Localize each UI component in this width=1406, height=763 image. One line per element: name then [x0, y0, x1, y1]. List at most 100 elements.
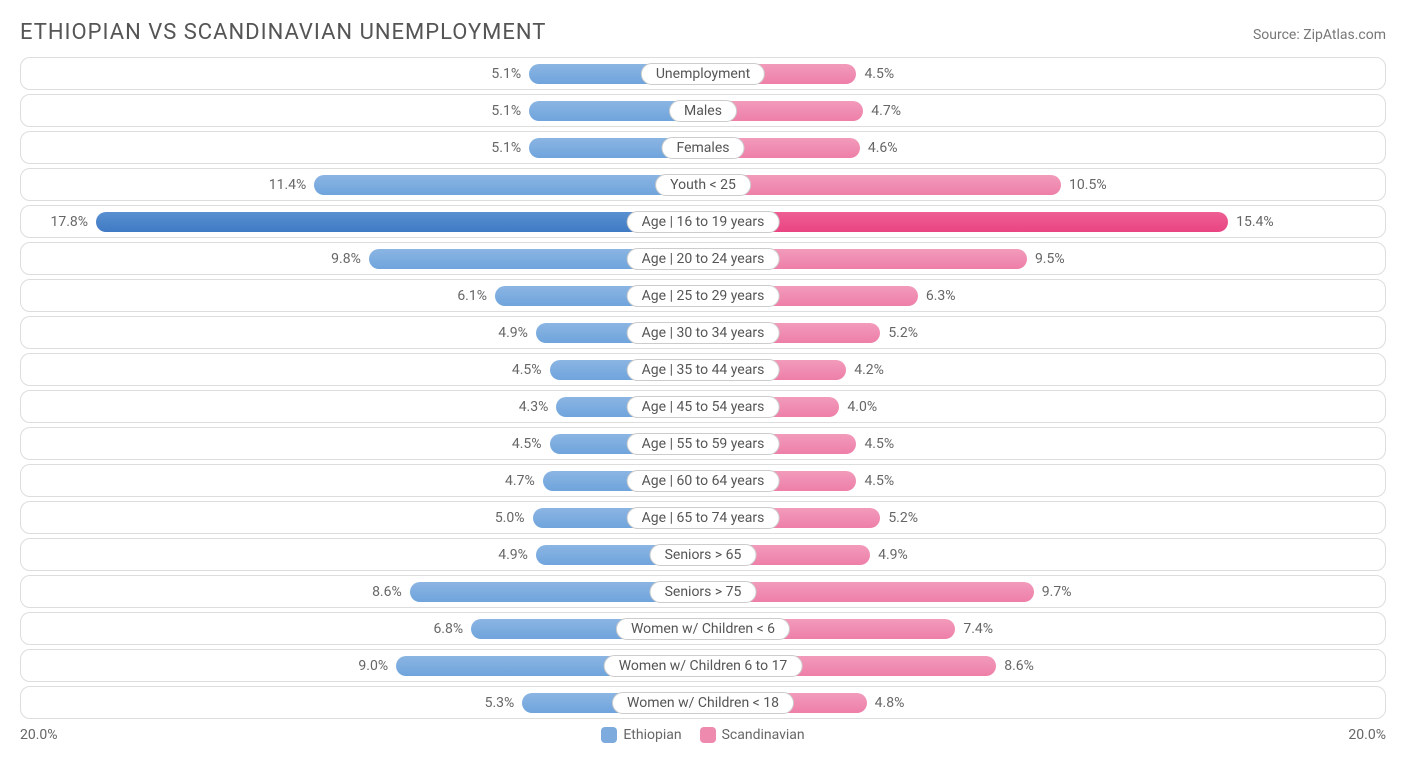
right-value-label: 9.7%	[1034, 584, 1080, 600]
right-value-label: 4.2%	[846, 362, 892, 378]
category-label: Age | 30 to 34 years	[627, 322, 780, 344]
chart-row: 9.8%9.5%Age | 20 to 24 years	[20, 242, 1386, 275]
right-value-label: 4.7%	[863, 103, 909, 119]
row-right-half: 4.5%	[703, 58, 1385, 89]
left-value-label: 8.6%	[364, 584, 410, 600]
category-label: Age | 60 to 64 years	[627, 470, 780, 492]
legend: Ethiopian Scandinavian	[601, 727, 804, 743]
left-value-label: 4.7%	[497, 473, 543, 489]
category-label: Age | 55 to 59 years	[627, 433, 780, 455]
left-value-label: 11.4%	[261, 177, 315, 193]
right-value-label: 4.9%	[870, 547, 916, 563]
right-value-label: 9.5%	[1027, 251, 1073, 267]
left-bar	[314, 175, 703, 195]
chart-row: 4.9% 5.2% Age | 30 to 34 years	[20, 316, 1386, 349]
chart-row: 8.6%9.7%Seniors > 75	[20, 575, 1386, 608]
row-left-half: 6.1%	[21, 280, 703, 311]
left-value-label: 5.1%	[483, 140, 529, 156]
category-label: Age | 45 to 54 years	[627, 396, 780, 418]
right-bar	[703, 175, 1061, 195]
left-value-label: 6.8%	[425, 621, 471, 637]
row-right-half: 7.4%	[703, 613, 1385, 644]
chart-footer: 20.0% Ethiopian Scandinavian 20.0%	[20, 727, 1386, 743]
axis-left-max: 20.0%	[20, 727, 58, 743]
chart-row: 6.8% 7.4% Women w/ Children < 6	[20, 612, 1386, 645]
chart-source: Source: ZipAtlas.com	[1253, 27, 1386, 43]
row-right-half: 8.6%	[703, 650, 1385, 681]
row-left-half: 4.3%	[21, 391, 703, 422]
left-value-label: 5.3%	[477, 695, 523, 711]
left-value-label: 4.9%	[490, 325, 536, 341]
right-value-label: 4.5%	[856, 436, 902, 452]
chart-row: 4.9% 4.9% Seniors > 65	[20, 538, 1386, 571]
row-left-half: 8.6%	[21, 576, 703, 607]
chart-row: 4.7% 4.5% Age | 60 to 64 years	[20, 464, 1386, 497]
row-left-half: 5.0%	[21, 502, 703, 533]
category-label: Women w/ Children < 6	[616, 618, 790, 640]
right-value-label: 5.2%	[880, 510, 926, 526]
right-value-label: 4.5%	[856, 66, 902, 82]
row-right-half: 4.7%	[703, 95, 1385, 126]
chart-row: 11.4%10.5%Youth < 25	[20, 168, 1386, 201]
row-right-half: 9.7%	[703, 576, 1385, 607]
row-left-half: 4.9%	[21, 317, 703, 348]
left-value-label: 6.1%	[449, 288, 495, 304]
right-value-label: 4.6%	[860, 140, 906, 156]
right-value-label: 5.2%	[880, 325, 926, 341]
chart-row: 5.1% 4.7% Males	[20, 94, 1386, 127]
left-value-label: 4.9%	[490, 547, 536, 563]
row-left-half: 4.9%	[21, 539, 703, 570]
row-right-half: 4.8%	[703, 687, 1385, 718]
row-right-half: 4.6%	[703, 132, 1385, 163]
row-right-half: 4.5%	[703, 428, 1385, 459]
category-label: Seniors > 65	[650, 544, 757, 566]
chart-row: 4.5% 4.2% Age | 35 to 44 years	[20, 353, 1386, 386]
right-value-label: 6.3%	[918, 288, 964, 304]
category-label: Males	[669, 100, 737, 122]
left-value-label: 9.8%	[323, 251, 369, 267]
legend-swatch-left	[601, 727, 617, 743]
left-value-label: 5.0%	[487, 510, 533, 526]
row-right-half: 4.9%	[703, 539, 1385, 570]
right-value-label: 10.5%	[1061, 177, 1115, 193]
right-value-label: 7.4%	[955, 621, 1001, 637]
chart-row: 5.1% 4.5% Unemployment	[20, 57, 1386, 90]
category-label: Age | 16 to 19 years	[627, 211, 780, 233]
chart-title: ETHIOPIAN VS SCANDINAVIAN UNEMPLOYMENT	[20, 20, 546, 45]
row-right-half: 4.0%	[703, 391, 1385, 422]
legend-label-left: Ethiopian	[623, 727, 681, 743]
left-value-label: 9.0%	[350, 658, 396, 674]
chart-row: 4.3% 4.0% Age | 45 to 54 years	[20, 390, 1386, 423]
chart-row: 5.3% 4.8% Women w/ Children < 18	[20, 686, 1386, 719]
axis-right-max: 20.0%	[1348, 727, 1386, 743]
right-value-label: 15.4%	[1228, 214, 1282, 230]
category-label: Age | 65 to 74 years	[627, 507, 780, 529]
left-bar	[96, 212, 703, 232]
row-left-half: 17.8%	[21, 206, 703, 237]
left-value-label: 4.5%	[504, 362, 550, 378]
row-left-half: 4.7%	[21, 465, 703, 496]
row-left-half: 6.8%	[21, 613, 703, 644]
chart-row: 5.1%4.6%Females	[20, 131, 1386, 164]
row-right-half: 15.4%	[703, 206, 1385, 237]
left-value-label: 5.1%	[483, 66, 529, 82]
category-label: Women w/ Children < 18	[612, 692, 794, 714]
row-right-half: 5.2%	[703, 317, 1385, 348]
chart-row: 5.0% 5.2% Age | 65 to 74 years	[20, 501, 1386, 534]
category-label: Unemployment	[641, 63, 765, 85]
legend-label-right: Scandinavian	[722, 727, 805, 743]
chart-row: 9.0%8.6%Women w/ Children 6 to 17	[20, 649, 1386, 682]
chart-header: ETHIOPIAN VS SCANDINAVIAN UNEMPLOYMENT S…	[20, 20, 1386, 45]
row-right-half: 10.5%	[703, 169, 1385, 200]
right-value-label: 4.0%	[839, 399, 885, 415]
category-label: Age | 25 to 29 years	[627, 285, 780, 307]
right-value-label: 4.8%	[867, 695, 913, 711]
right-value-label: 8.6%	[996, 658, 1042, 674]
row-right-half: 5.2%	[703, 502, 1385, 533]
right-bar	[703, 212, 1228, 232]
row-left-half: 5.1%	[21, 58, 703, 89]
chart-row: 6.1% 6.3% Age | 25 to 29 years	[20, 279, 1386, 312]
left-value-label: 5.1%	[483, 103, 529, 119]
category-label: Age | 35 to 44 years	[627, 359, 780, 381]
right-value-label: 4.5%	[856, 473, 902, 489]
